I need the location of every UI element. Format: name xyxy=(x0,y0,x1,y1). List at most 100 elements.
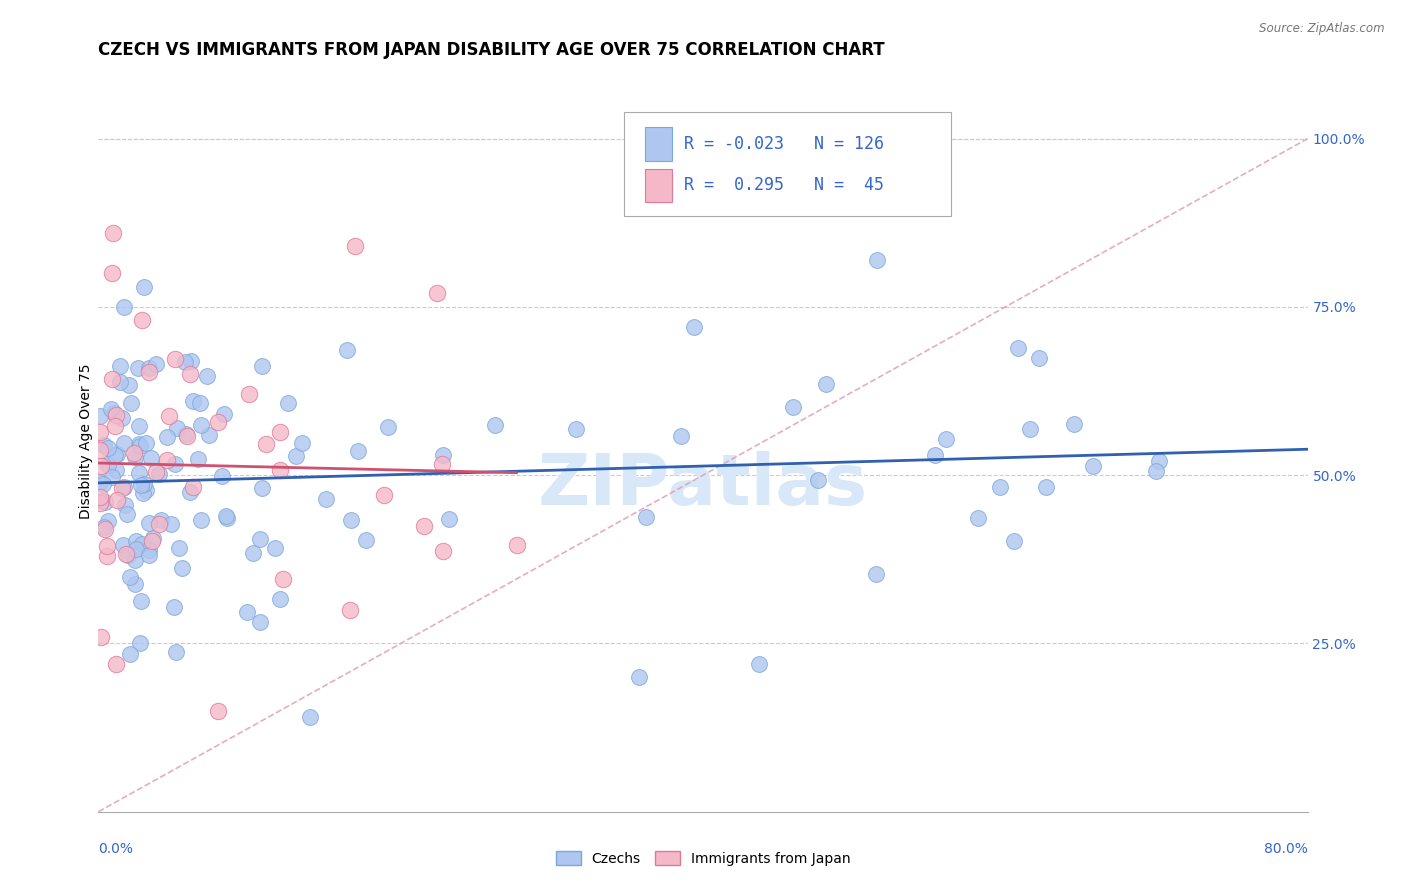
Point xyxy=(101,266,124,280)
Point xyxy=(1002,533,1025,548)
Point xyxy=(101,226,124,240)
Point xyxy=(91,493,114,508)
Point xyxy=(967,511,990,525)
Point xyxy=(250,481,273,495)
Point xyxy=(242,546,264,560)
Point xyxy=(181,480,204,494)
Point xyxy=(124,450,146,464)
Point xyxy=(190,418,212,433)
Point xyxy=(120,647,142,661)
Point xyxy=(148,467,170,481)
Point xyxy=(138,516,160,530)
Point xyxy=(187,451,209,466)
Point xyxy=(89,443,111,458)
Point xyxy=(807,473,830,487)
Text: R = -0.023   N = 126: R = -0.023 N = 126 xyxy=(683,135,883,153)
Point xyxy=(96,540,118,554)
Point xyxy=(865,567,887,582)
Text: CZECH VS IMMIGRANTS FROM JAPAN DISABILITY AGE OVER 75 CORRELATION CHART: CZECH VS IMMIGRANTS FROM JAPAN DISABILIT… xyxy=(98,41,884,59)
Point xyxy=(111,481,134,495)
Point xyxy=(1007,341,1029,355)
Point xyxy=(159,409,181,423)
Point xyxy=(336,343,359,357)
Point xyxy=(160,516,183,531)
Point xyxy=(132,279,155,293)
Text: Source: ZipAtlas.com: Source: ZipAtlas.com xyxy=(1260,22,1385,36)
Point xyxy=(103,419,125,434)
Point xyxy=(163,457,186,471)
Point xyxy=(432,544,454,558)
Point xyxy=(215,509,238,524)
Point xyxy=(671,429,693,443)
Point xyxy=(115,547,138,561)
Point xyxy=(935,432,957,446)
Point xyxy=(215,511,238,525)
Point xyxy=(118,377,141,392)
Point xyxy=(138,360,160,375)
Point xyxy=(131,313,153,327)
Point xyxy=(149,513,172,527)
Point xyxy=(284,450,307,464)
Text: 0.0%: 0.0% xyxy=(98,842,134,856)
Point xyxy=(148,516,170,531)
Point xyxy=(269,463,291,477)
Point xyxy=(105,657,128,671)
Point xyxy=(96,549,118,563)
Point xyxy=(166,421,188,435)
Point xyxy=(89,475,111,489)
Point xyxy=(90,630,112,644)
Point xyxy=(263,541,285,556)
Point xyxy=(125,533,148,548)
Point xyxy=(90,458,112,473)
Point xyxy=(101,469,124,483)
Point xyxy=(100,402,122,417)
Point xyxy=(129,636,152,650)
Point xyxy=(94,495,117,509)
Point xyxy=(89,409,111,424)
Point xyxy=(269,425,291,439)
Point xyxy=(339,603,361,617)
Point xyxy=(125,541,148,556)
Point xyxy=(103,406,125,420)
Point xyxy=(238,387,260,401)
Point xyxy=(131,537,153,551)
Point xyxy=(249,532,271,546)
Point xyxy=(110,411,132,425)
Text: R =  0.295   N =  45: R = 0.295 N = 45 xyxy=(683,177,883,194)
Point xyxy=(118,570,141,584)
Point xyxy=(866,252,889,267)
FancyBboxPatch shape xyxy=(645,169,672,202)
Point xyxy=(135,483,157,498)
Point xyxy=(180,353,202,368)
Point xyxy=(195,369,218,384)
Point xyxy=(131,485,153,500)
Text: ZIPatlas: ZIPatlas xyxy=(538,451,868,520)
Point xyxy=(207,415,229,429)
Point xyxy=(114,498,136,512)
Point xyxy=(412,519,434,533)
Point xyxy=(129,439,152,453)
Point xyxy=(1028,351,1050,366)
Point xyxy=(347,444,370,458)
Point xyxy=(145,465,167,479)
Point xyxy=(120,395,142,409)
Point xyxy=(181,394,204,409)
Legend: Czechs, Immigrants from Japan: Czechs, Immigrants from Japan xyxy=(550,846,856,871)
Point xyxy=(124,576,146,591)
Point xyxy=(134,476,156,491)
Point xyxy=(437,512,460,526)
Point xyxy=(924,448,946,462)
Point xyxy=(340,513,363,527)
Point xyxy=(97,458,120,473)
Point xyxy=(1081,459,1104,474)
Point xyxy=(128,418,150,433)
Point xyxy=(129,477,152,491)
Point xyxy=(105,463,128,477)
Point xyxy=(93,437,115,451)
Point xyxy=(634,509,657,524)
Point xyxy=(1019,421,1042,435)
Point xyxy=(315,491,337,506)
Point xyxy=(814,376,837,391)
Point xyxy=(89,425,111,439)
Point xyxy=(105,493,128,508)
